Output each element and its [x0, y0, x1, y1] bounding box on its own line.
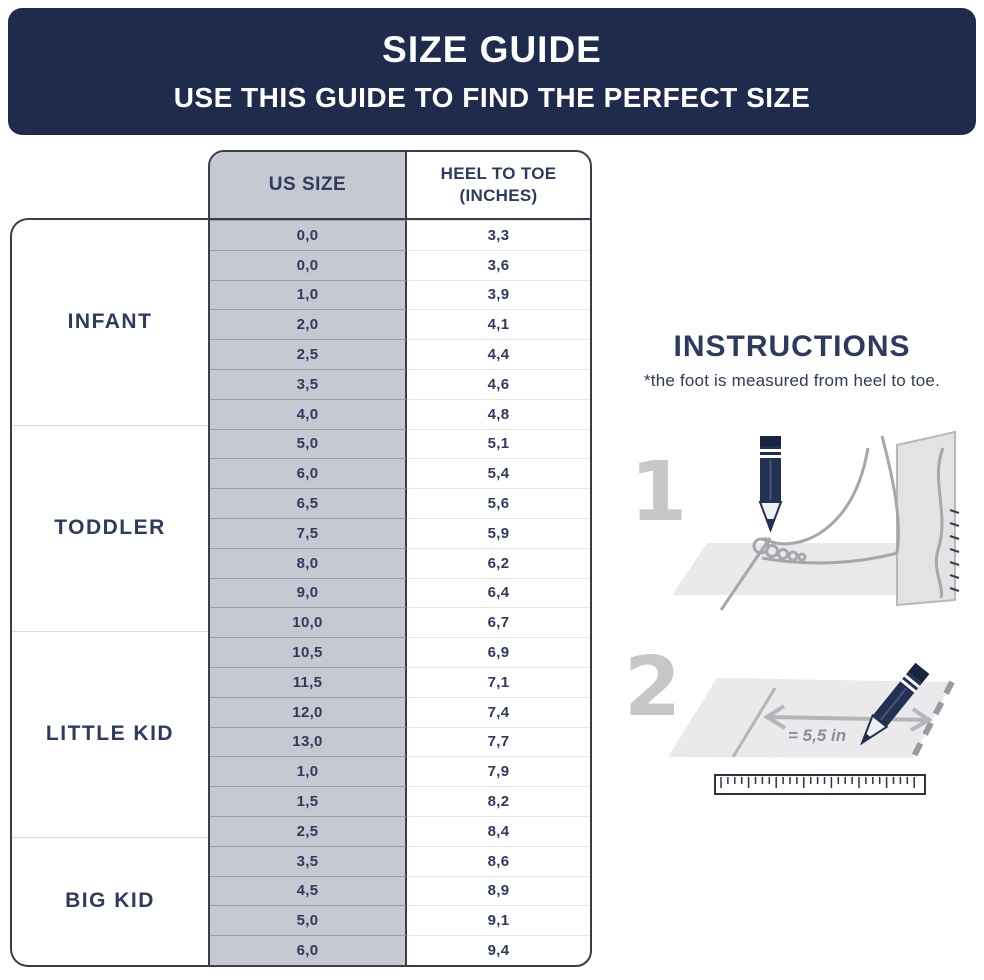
traced-line: [719, 537, 772, 611]
heel-to-toe-header-line1: HEEL TO TOE: [440, 163, 557, 183]
step-2-illustration: 2 = 5,5 in: [624, 640, 955, 795]
us-size-cell: 3,5: [210, 845, 407, 876]
us-size-cell: 3,5: [210, 368, 407, 399]
category-section-infant: INFANT: [12, 220, 208, 425]
category-section-little-kid: LITTLE KID: [12, 630, 208, 837]
us-size-cell: 13,0: [210, 726, 407, 757]
heel-to-toe-cell: 5,9: [407, 517, 590, 548]
step-1-number: 1: [630, 445, 687, 540]
heel-to-toe-cell: 9,4: [407, 935, 590, 965]
category-sidebar: INFANT TODDLER LITTLE KID BIG KID: [10, 218, 208, 967]
measure-arrow: [763, 704, 933, 732]
us-size-cell: 12,0: [210, 696, 407, 727]
heel-to-toe-cell: 5,6: [407, 488, 590, 518]
us-size-cell: 6,5: [210, 488, 407, 518]
ruler-icon: [714, 774, 926, 795]
instructions-title: INSTRUCTIONS: [673, 330, 911, 363]
us-size-cell: 4,5: [210, 875, 407, 906]
us-size-cell: 5,0: [210, 905, 407, 936]
heel-to-toe-cell: 7,7: [407, 726, 590, 757]
heel-to-toe-cell: 8,9: [407, 875, 590, 906]
heel-to-toe-cell: 4,4: [407, 339, 590, 369]
heel-to-toe-cell: 6,9: [407, 637, 590, 667]
header-banner: SIZE GUIDE USE THIS GUIDE TO FIND THE PE…: [8, 8, 976, 135]
category-label: LITTLE KID: [45, 722, 175, 746]
us-size-cell: 4,0: [210, 398, 407, 429]
heel-to-toe-cell: 3,9: [407, 279, 590, 310]
heel-to-toe-cell: 8,2: [407, 786, 590, 816]
us-size-cell: 0,0: [210, 220, 407, 250]
us-size-cell: 0,0: [210, 249, 407, 280]
category-label: TODDLER: [54, 516, 166, 540]
page-subtitle: USE THIS GUIDE TO FIND THE PERFECT SIZE: [173, 82, 811, 113]
category-section-big-kid: BIG KID: [12, 836, 208, 965]
heel-to-toe-cell: 3,6: [407, 249, 590, 280]
us-size-cell: 10,5: [210, 637, 407, 667]
us-size-cell: 1,5: [210, 786, 407, 816]
us-size-cell: 6,0: [210, 458, 407, 489]
us-size-cell: 2,5: [210, 339, 407, 369]
us-size-cell: 9,0: [210, 577, 407, 608]
us-size-cell: 7,5: [210, 517, 407, 548]
heel-to-toe-cell: 6,2: [407, 547, 590, 578]
board-heel-outline: [934, 447, 945, 599]
us-size-column-header: US SIZE: [210, 152, 407, 220]
category-label: INFANT: [67, 310, 153, 334]
heel-to-toe-cell: 7,9: [407, 756, 590, 786]
heel-to-toe-cell: 7,4: [407, 696, 590, 727]
page-title: SIZE GUIDE: [382, 29, 602, 70]
heel-to-toe-cell: 4,8: [407, 398, 590, 429]
size-table: US SIZE HEEL TO TOE (INCHES) 0,0 3,3 0,0 3,…: [208, 150, 592, 967]
heel-to-toe-header-line2: (INCHES): [459, 186, 538, 205]
board-edge-ticks: [949, 509, 960, 592]
heel-to-toe-cell: 6,7: [407, 607, 590, 637]
heel-to-toe-cell: 5,1: [407, 428, 590, 459]
us-size-cell: 6,0: [210, 935, 407, 965]
heel-to-toe-cell: 9,1: [407, 905, 590, 935]
heel-to-toe-cell: 4,6: [407, 368, 590, 399]
heel-mark-line: [731, 687, 777, 758]
us-size-cell: 5,0: [210, 428, 407, 459]
heel-to-toe-cell: 8,6: [407, 845, 590, 876]
us-size-column-header-label: US SIZE: [268, 174, 347, 195]
heel-to-toe-cell: 5,4: [407, 458, 590, 488]
step-2-number: 2: [624, 640, 681, 735]
pencil-icon: [758, 436, 783, 533]
dashed-edge: [910, 680, 955, 760]
step-1-illustration: 1: [630, 430, 960, 611]
instructions-note: *the foot is measured from heel to toe.: [643, 371, 940, 390]
us-size-cell: 2,5: [210, 815, 407, 846]
us-size-cell: 11,5: [210, 666, 407, 697]
category-section-toddler: TODDLER: [12, 424, 208, 631]
heel-to-toe-cell: 6,4: [407, 577, 590, 608]
us-size-cell: 8,0: [210, 547, 407, 578]
instructions-panel: INSTRUCTIONS *the foot is measured from …: [600, 330, 984, 391]
category-label: BIG KID: [65, 889, 155, 913]
us-size-cell: 2,0: [210, 309, 407, 340]
us-size-cell: 1,0: [210, 279, 407, 310]
pencil-icon: [859, 662, 930, 746]
measuring-board: [896, 430, 956, 607]
heel-to-toe-cell: 4,1: [407, 309, 590, 339]
us-size-cell: 1,0: [210, 756, 407, 787]
heel-to-toe-cell: 7,1: [407, 666, 590, 697]
heel-to-toe-cell: 8,4: [407, 815, 590, 846]
measurement-label: = 5,5 in: [788, 726, 846, 745]
heel-to-toe-cell: 3,3: [407, 220, 590, 250]
us-size-cell: 10,0: [210, 607, 407, 638]
heel-to-toe-column-header: HEEL TO TOE (INCHES): [407, 152, 590, 220]
